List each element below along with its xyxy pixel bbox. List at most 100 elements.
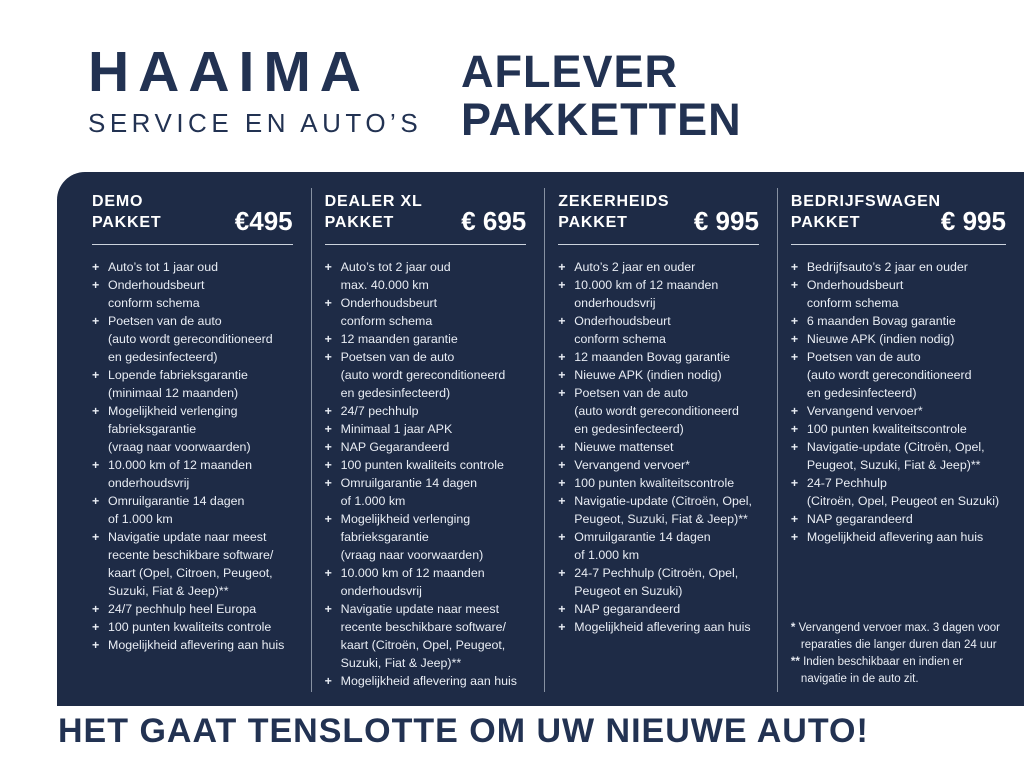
feature-item: + Poetsen van de auto (auto wordt gerecond… [92,312,303,366]
feature-text: NAP gegarandeerd [806,511,913,526]
brand-subtitle: SERVICE EN AUTO’S [88,108,423,138]
footnotes: * Vervangend vervoer max. 3 dagen voor re… [791,620,1016,688]
feature-text: Nieuwe mattenset [574,439,674,454]
feature-text: Onderhoudsbeurt conform schema [574,313,671,346]
plus-icon: + [558,277,566,292]
feature-item: +24-7 Pechhulp (Citroën, Opel, Peugeot en… [558,564,769,600]
footnote-item: ** Indien beschikbaar en indien er naviga… [791,654,1016,688]
feature-text: Mogelijkheid aflevering aan huis [574,619,751,634]
feature-text: Auto’s tot 2 jaar oud max. 40.000 km [340,259,451,292]
package-title-line1: DEMO [92,193,144,210]
feature-item: + Poetsen van de auto (auto wordt gerecond… [325,348,537,402]
feature-text: Omruilgarantie 14 dagen of 1.000 km [108,493,245,526]
package-header: DEALER XL PAKKET € 695 [325,192,537,234]
plus-icon: + [324,259,332,274]
feature-text: Onderhoudsbeurt conform schema [806,277,904,310]
feature-text: Mogelijkheid verlenging fabrieksgarantie(… [340,511,484,562]
package-title-line2: PAKKET [324,213,395,231]
feature-item: +12 maanden Bovag garantie [558,348,769,366]
feature-text: Navigatie update naar meest recente besch… [108,529,274,598]
feature-text: Mogelijkheid aflevering aan huis [340,673,517,688]
package-price: € 695 [461,205,527,236]
feature-text: Navigatie-update (Citroën, Opel, Peugeot,… [574,493,752,526]
feature-text: Vervangend vervoer* [574,457,691,472]
feature-item: +24-7 Pechhulp (Citroën, Opel, Peugeot en… [791,474,1016,510]
plus-icon: + [324,295,332,310]
plus-icon: + [324,331,332,346]
feature-item: + Vervangend vervoer* [791,402,1016,420]
feature-item: + Lopende fabrieksgarantie (minimaal 12 ma… [92,366,303,402]
feature-text: Mogelijkheid aflevering aan huis [806,529,984,544]
feature-item: +12 maanden garantie [325,330,537,348]
plus-icon: + [790,439,799,454]
feature-item: + Bedrijfsauto’s 2 jaar en ouder [791,258,1016,276]
package-title: ZEKERHEIDS PAKKET [558,192,669,234]
feature-item: + Auto’s 2 jaar en ouder [558,258,769,276]
feature-item: + Vervangend vervoer* [558,456,769,474]
feature-item: + Onderhoudsbeurt conform schema [92,276,303,312]
feature-text: 24-7 Pechhulp (Citroën, Opel, Peugeot en … [574,565,739,598]
plus-icon: + [324,403,332,418]
feature-item: + Mogelijkheid aflevering aan huis [558,618,769,636]
feature-item: +10.000 km of 12 maanden onderhoudsvrij [92,456,303,492]
plus-icon: + [92,637,100,652]
title-divider [92,243,293,245]
feature-item: +24/7 pechhulp heel Europa [92,600,303,618]
feature-text: Nieuwe APK (indien nodig) [574,367,722,382]
plus-icon: + [324,349,332,364]
tagline: HET GAAT TENSLOTTE OM UW NIEUWE AUTO! [58,712,869,750]
package-title: DEMO PAKKET [92,192,161,234]
plus-icon: + [324,475,332,490]
feature-list: + Auto’s 2 jaar en ouder +10.000 km of 12 … [558,258,769,636]
feature-item: +6 maanden Bovag garantie [791,312,1016,330]
feature-item: +100 punten kwaliteitscontrole [558,474,769,492]
page-title: AFLEVER PAKKETTEN [461,48,742,143]
feature-item: + Omruilgarantie 14 dagen of 1.000 km [325,474,537,510]
package-title-line2: PAKKET [558,213,628,231]
plus-icon: + [558,259,566,274]
plus-icon: + [92,403,100,418]
package-title: BEDRIJFSWAGEN PAKKET [791,192,941,234]
feature-text: 10.000 km of 12 maanden onderhoudsvrij [574,277,719,310]
package-price: € 995 [693,205,759,236]
footnote-line: navigatie in de auto zit. [800,672,919,685]
feature-text: Auto’s tot 1 jaar oud [108,259,218,274]
plus-icon: + [558,493,566,508]
feature-item: + Auto’s tot 2 jaar oud max. 40.000 km [325,258,537,294]
feature-item: + NAP gegarandeerd [558,600,769,618]
feature-text: 100 punten kwaliteitscontrole [806,421,967,436]
feature-item: + Navigatie update naar meest recente besc… [325,600,537,672]
feature-item: +100 punten kwaliteitscontrole [791,420,1016,438]
package-column-demo: DEMO PAKKET €495 + Auto’s tot 1 jaar oud +… [57,172,311,706]
feature-text: Lopende fabrieksgarantie (minimaal 12 maa… [108,367,248,400]
plus-icon: + [324,457,332,472]
plus-icon: + [92,367,100,382]
feature-text: 12 maanden garantie [340,331,458,346]
feature-text: 24/7 pechhulp heel Europa [108,601,257,616]
plus-icon: + [558,367,566,382]
plus-icon: + [558,619,566,634]
plus-icon: + [558,457,566,472]
feature-text: Onderhoudsbeurt conform schema [340,295,438,328]
footnote-marker: * [790,621,799,634]
package-price: € 995 [940,205,1006,236]
package-column-dealer-xl: DEALER XL PAKKET € 695 + Auto’s tot 2 jaa… [310,172,545,706]
package-header: DEMO PAKKET €495 [92,192,303,234]
feature-text: Vervangend vervoer* [806,403,923,418]
feature-item: +24/7 pechhulp [325,402,537,420]
feature-text: Navigatie update naar meest recente besch… [340,601,506,670]
feature-item: +10.000 km of 12 maanden onderhoudsvrij [325,564,537,600]
feature-text: NAP gegarandeerd [574,601,681,616]
feature-item: + Nieuwe APK (indien nodig) [558,366,769,384]
feature-text: Poetsen van de auto (auto wordt gerecondi… [108,313,273,364]
plus-icon: + [324,673,332,688]
feature-item: + Nieuwe mattenset [558,438,769,456]
feature-text: 24-7 Pechhulp (Citroën, Opel, Peugeot en … [806,475,1000,508]
feature-item: +100 punten kwaliteits controle [92,618,303,636]
feature-item: + Navigatie-update (Citroën, Opel, Peugeot… [791,438,1016,474]
feature-list: + Auto’s tot 1 jaar oud + Onderhoudsbeurt co… [92,258,303,654]
feature-text: Omruilgarantie 14 dagen of 1.000 km [340,475,478,508]
plus-icon: + [790,313,799,328]
feature-text: Bedrijfsauto’s 2 jaar en ouder [806,259,968,274]
feature-item: + Onderhoudsbeurt conform schema [791,276,1016,312]
